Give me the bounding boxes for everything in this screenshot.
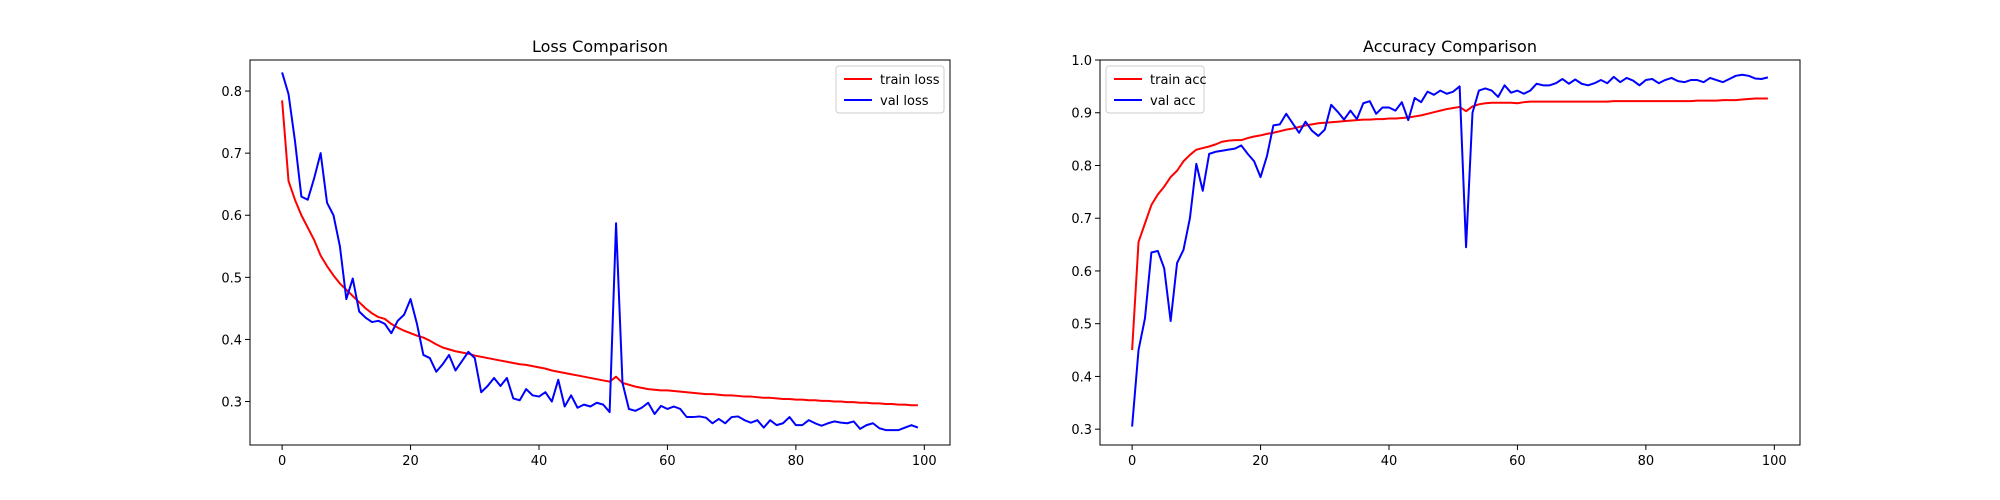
series-line-train-acc [1132, 99, 1768, 351]
series-line-train-loss [282, 100, 918, 405]
legend-label-val-loss: val loss [880, 94, 929, 109]
y-axis-ticks: 0.3 0.4 0.5 0.6 0.7 0.8 [221, 85, 250, 410]
x-tick-label: 100 [1762, 454, 1787, 469]
x-axis-ticks: 0 20 40 60 80 100 [278, 445, 937, 469]
plot-lines [1132, 75, 1768, 427]
axes-frame [250, 60, 950, 445]
x-tick-label: 100 [912, 454, 937, 469]
y-tick-label: 0.3 [221, 396, 242, 411]
y-tick-label: 0.3 [1071, 423, 1092, 438]
accuracy-comparison-chart: Accuracy Comparison 0 20 40 60 80 100 0.30.40… [1071, 37, 1800, 469]
legend-label-val-acc: val acc [1150, 94, 1196, 109]
x-tick-label: 60 [1509, 454, 1526, 469]
x-axis-ticks: 0 20 40 60 80 100 [1128, 445, 1787, 469]
y-tick-label: 1.0 [1071, 54, 1092, 69]
loss-comparison-chart: Loss Comparison 0 20 40 60 80 100 0.30.40.50.… [221, 37, 950, 469]
y-tick-label: 0.5 [1071, 318, 1092, 333]
y-tick-label: 0.7 [221, 147, 242, 162]
legend: train acc val acc [1106, 66, 1207, 113]
x-tick-label: 0 [278, 454, 286, 469]
chart-title: Loss Comparison [532, 37, 668, 56]
chart-title: Accuracy Comparison [1363, 37, 1537, 56]
legend-label-train-loss: train loss [880, 73, 940, 88]
y-tick-label: 0.6 [221, 209, 242, 224]
legend-label-train-acc: train acc [1150, 73, 1207, 88]
y-tick-label: 0.5 [221, 271, 242, 286]
x-tick-label: 60 [659, 454, 676, 469]
y-tick-label: 0.6 [1071, 265, 1092, 280]
x-tick-label: 80 [788, 454, 805, 469]
x-tick-label: 20 [1252, 454, 1269, 469]
y-tick-label: 0.8 [1071, 159, 1092, 174]
x-tick-label: 0 [1128, 454, 1136, 469]
x-tick-label: 40 [531, 454, 548, 469]
x-tick-label: 80 [1638, 454, 1655, 469]
y-tick-label: 0.4 [1071, 370, 1092, 385]
series-line-val-acc [1132, 75, 1768, 427]
y-tick-label: 0.8 [221, 85, 242, 100]
y-tick-label: 0.7 [1071, 212, 1092, 227]
plot-lines [282, 72, 918, 430]
y-tick-label: 0.9 [1071, 107, 1092, 122]
y-tick-label: 0.4 [221, 333, 242, 348]
y-axis-ticks: 0.3 0.4 0.5 0.6 0.7 0.8 0.9 1.0 [1071, 54, 1100, 438]
x-tick-label: 20 [402, 454, 419, 469]
axes-frame [1100, 60, 1800, 445]
x-tick-label: 40 [1381, 454, 1398, 469]
legend: train loss val loss [836, 66, 944, 113]
series-line-val-loss [282, 72, 918, 430]
